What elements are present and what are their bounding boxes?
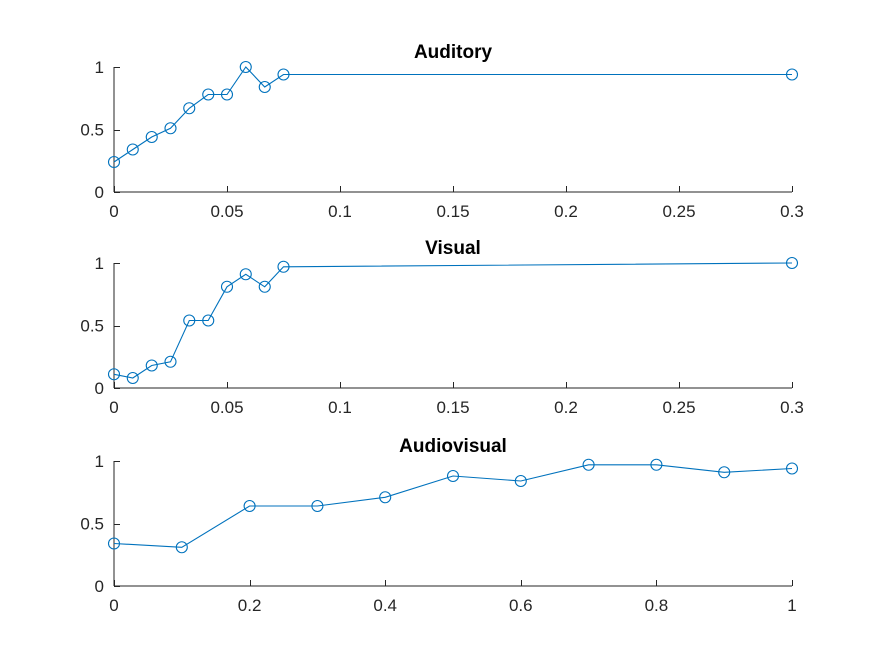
audiovisual-y-tick-label: 0 [95,577,104,596]
auditory-x-tick-label: 0 [109,202,118,221]
audiovisual-title: Audiovisual [399,436,507,457]
auditory-data-point [183,102,196,115]
visual-data-point [107,368,121,381]
audiovisual-data-point [107,537,121,550]
audiovisual-data-point [582,458,595,471]
visual-panel: Visual 0 0.05 0.1 0.15 0.2 0.25 0.3 0 0.5 1 [80,238,803,417]
auditory-x-tick-label: 0.3 [780,202,804,221]
visual-title: Visual [425,238,481,259]
visual-x-tick-label: 0.1 [328,398,352,417]
visual-y-tick-label: 0 [95,379,104,398]
visual-x-tick-label: 0.25 [662,398,695,417]
audiovisual-data-point [650,458,663,471]
auditory-panel: Auditory 0 0.05 0.1 0.15 0.2 0.25 0.3 0 0.5 1 [80,42,803,221]
visual-data-point [145,359,158,372]
audiovisual-series-line [113,464,793,548]
auditory-y-tick-label: 1 [95,58,104,77]
visual-data-point [183,314,196,327]
audiovisual-x-tick-label: 1 [787,596,796,615]
auditory-y-tick-label: 0 [95,183,104,202]
auditory-x-tick-label: 0.2 [554,202,578,221]
visual-data-point [220,280,234,293]
visual-x-tick-label: 0.2 [554,398,578,417]
auditory-x-tick-label: 0.25 [662,202,695,221]
auditory-data-point [164,122,177,135]
visual-series-line [113,262,793,379]
auditory-data-point [126,143,139,156]
auditory-x-tick-label: 0.05 [210,202,243,221]
audiovisual-data-point [311,499,324,513]
auditory-x-tick-label: 0.15 [436,202,469,221]
audiovisual-data-point [175,541,188,554]
auditory-data-point [258,80,271,94]
visual-data-point [164,355,177,368]
visual-x-tick-label: 0 [109,398,118,417]
visual-data-point [277,260,290,273]
auditory-series-line [113,66,792,163]
audiovisual-x-tick-label: 0 [109,596,118,615]
auditory-data-point [277,68,290,81]
visual-x-tick-label: 0.3 [780,398,804,417]
visual-data-point [126,371,139,385]
audiovisual-x-tick-label: 0.4 [373,596,397,615]
audiovisual-data-point [785,462,799,475]
audiovisual-y-tick-label: 0.5 [80,515,104,534]
auditory-data-point [202,88,215,101]
audiovisual-x-tick-label: 0.2 [238,596,262,615]
auditory-data-point [107,155,121,169]
visual-data-point [785,256,799,270]
audiovisual-x-tick-label: 0.6 [509,596,533,615]
auditory-x-tick-label: 0.1 [328,202,352,221]
audiovisual-data-point [514,474,527,488]
visual-y-tick-label: 1 [95,254,104,273]
auditory-data-point [145,130,158,144]
auditory-y-tick-label: 0.5 [80,121,104,140]
audiovisual-data-point [243,499,256,513]
audiovisual-y-tick-label: 1 [95,452,104,471]
audiovisual-data-point [446,469,460,483]
visual-data-point [258,280,271,293]
visual-data-point [202,314,215,327]
visual-data-point [239,268,252,281]
audiovisual-data-point [718,466,731,479]
visual-x-tick-label: 0.05 [210,398,243,417]
auditory-data-point [785,68,799,81]
auditory-title: Auditory [414,42,493,63]
visual-y-tick-label: 0.5 [80,317,104,336]
audiovisual-panel: Audiovisual 0 0.2 0.4 0.6 0.8 1 0 0.5 1 [80,436,799,615]
audiovisual-x-tick-label: 0.8 [645,596,669,615]
auditory-data-point [220,88,234,101]
auditory-data-point [239,60,252,74]
visual-x-tick-label: 0.15 [436,398,469,417]
audiovisual-data-point [379,491,392,504]
